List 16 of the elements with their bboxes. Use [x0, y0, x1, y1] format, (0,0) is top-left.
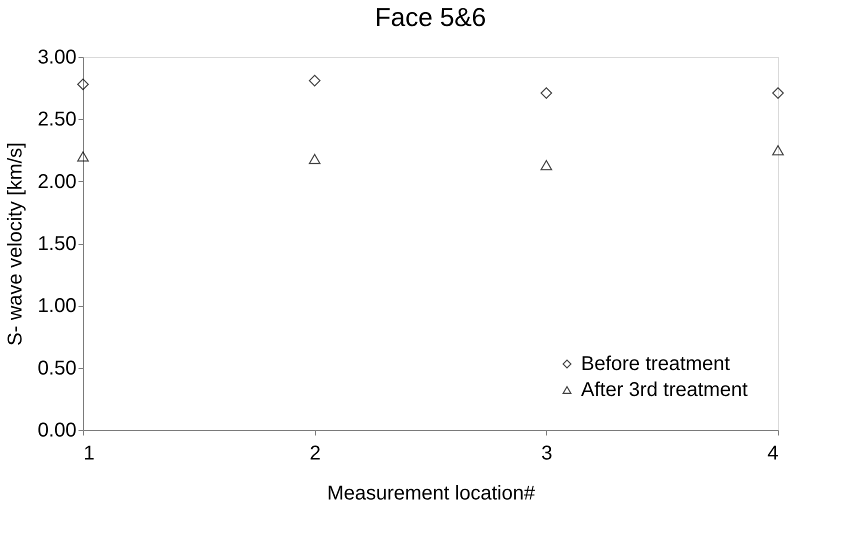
y-tick-label: 3.00	[38, 46, 76, 68]
y-tick-label: 2.00	[38, 170, 76, 193]
chart-title: Face 5&6	[374, 2, 486, 32]
y-tick-label: 2.50	[38, 108, 76, 131]
x-tick-label: 3	[541, 442, 552, 464]
y-tick-label: 1.00	[38, 295, 76, 318]
y-tick-label: 1.50	[38, 233, 76, 255]
x-tick-label: 4	[767, 442, 778, 464]
y-axis-title: S- wave velocity [km/s]	[4, 142, 27, 346]
y-tick-label: 0.00	[38, 420, 76, 442]
x-axis-title: Measurement location#	[327, 482, 536, 504]
x-tick-label: 2	[310, 442, 321, 464]
y-tick-label: 0.50	[38, 357, 76, 380]
legend-label: After 3rd treatment	[581, 379, 748, 401]
x-tick-label: 1	[84, 442, 95, 464]
legend-label: Before treatment	[581, 353, 730, 375]
